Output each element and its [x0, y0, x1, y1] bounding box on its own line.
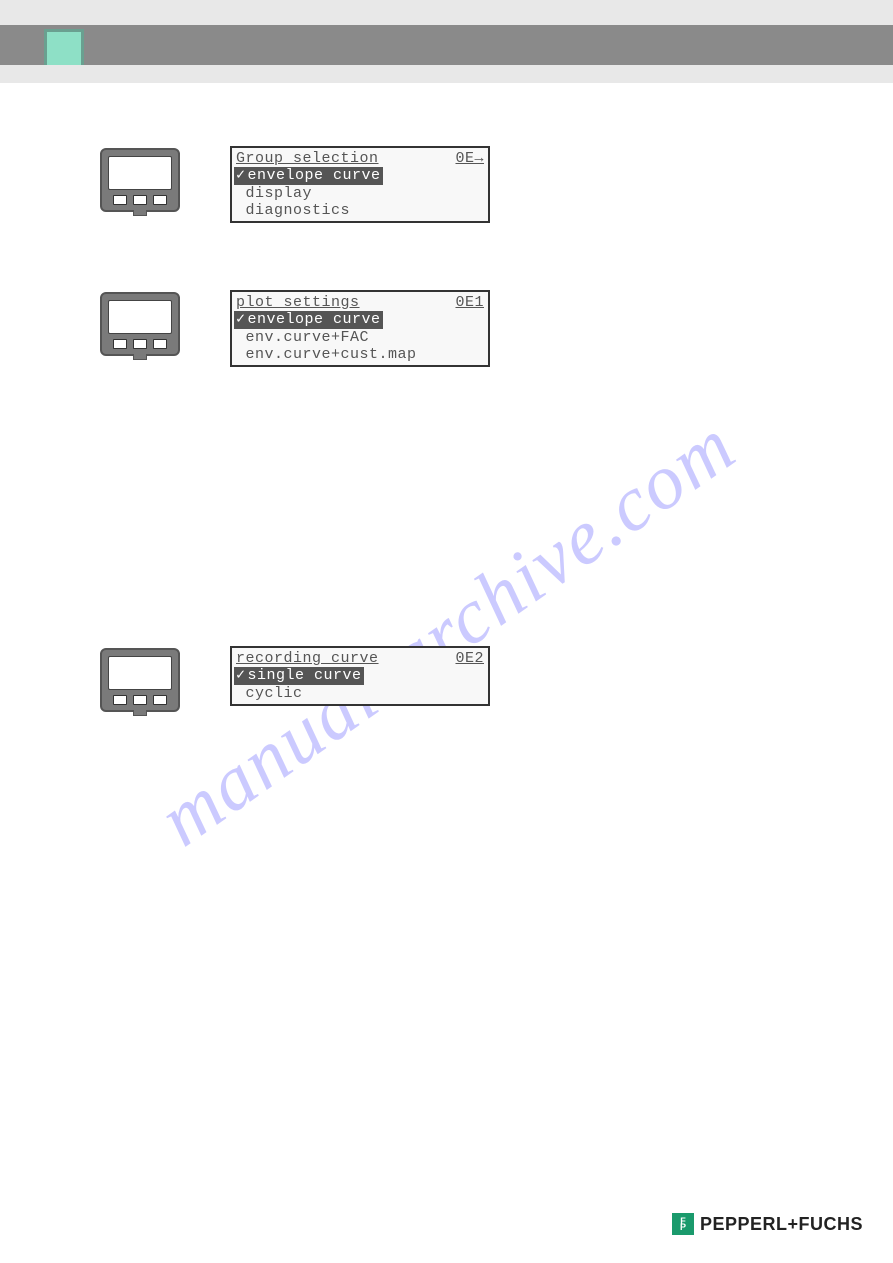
- lcd-recording-curve: recording curve 0E2 single curve cyclic: [230, 646, 490, 706]
- device-screen: [108, 300, 172, 334]
- watermark-text: manualsarchive.com: [142, 399, 751, 863]
- device-button: [153, 339, 167, 349]
- header-bar: [0, 25, 893, 65]
- footer-logo: FP PEPPERL+FUCHS: [672, 1213, 863, 1235]
- device-button: [133, 195, 147, 205]
- device-buttons: [102, 695, 178, 705]
- lcd-title-row: Group selection 0E→: [236, 150, 484, 167]
- device-button: [153, 695, 167, 705]
- device-button: [153, 195, 167, 205]
- lcd-row: diagnostics: [236, 202, 484, 219]
- lcd-row: display: [236, 185, 484, 202]
- top-spacer: [0, 0, 893, 25]
- lcd-code: 0E2: [455, 650, 484, 667]
- lcd-row: cyclic: [236, 685, 484, 702]
- lcd-group-selection: Group selection 0E→ envelope curve displ…: [230, 146, 490, 223]
- device-buttons: [102, 195, 178, 205]
- header-accent-square: [44, 29, 84, 69]
- device-button: [113, 339, 127, 349]
- lcd-title-row: recording curve 0E2: [236, 650, 484, 667]
- lcd-title: Group selection: [236, 150, 379, 167]
- device-tab: [133, 354, 147, 360]
- lcd-row: env.curve+FAC: [236, 329, 484, 346]
- lcd-plot-settings: plot settings 0E1 envelope curve env.cur…: [230, 290, 490, 367]
- device-screen: [108, 156, 172, 190]
- device-tab: [133, 710, 147, 716]
- lcd-selected-row: envelope curve: [234, 167, 383, 184]
- device-tab: [133, 210, 147, 216]
- sub-bar: [0, 65, 893, 83]
- device-button: [133, 339, 147, 349]
- device-button: [113, 695, 127, 705]
- device-illustration-1: [100, 148, 180, 212]
- lcd-row: env.curve+cust.map: [236, 346, 484, 363]
- device-button: [133, 695, 147, 705]
- device-buttons: [102, 339, 178, 349]
- lcd-selected-row: single curve: [234, 667, 364, 684]
- lcd-title: recording curve: [236, 650, 379, 667]
- lcd-selected-row: envelope curve: [234, 311, 383, 328]
- lcd-title: plot settings: [236, 294, 360, 311]
- logo-name: PEPPERL+FUCHS: [700, 1214, 863, 1235]
- device-screen: [108, 656, 172, 690]
- device-illustration-2: [100, 292, 180, 356]
- device-button: [113, 195, 127, 205]
- lcd-title-row: plot settings 0E1: [236, 294, 484, 311]
- logo-mark: FP: [672, 1213, 694, 1235]
- lcd-code: 0E1: [455, 294, 484, 311]
- device-illustration-3: [100, 648, 180, 712]
- lcd-code: 0E→: [455, 150, 484, 167]
